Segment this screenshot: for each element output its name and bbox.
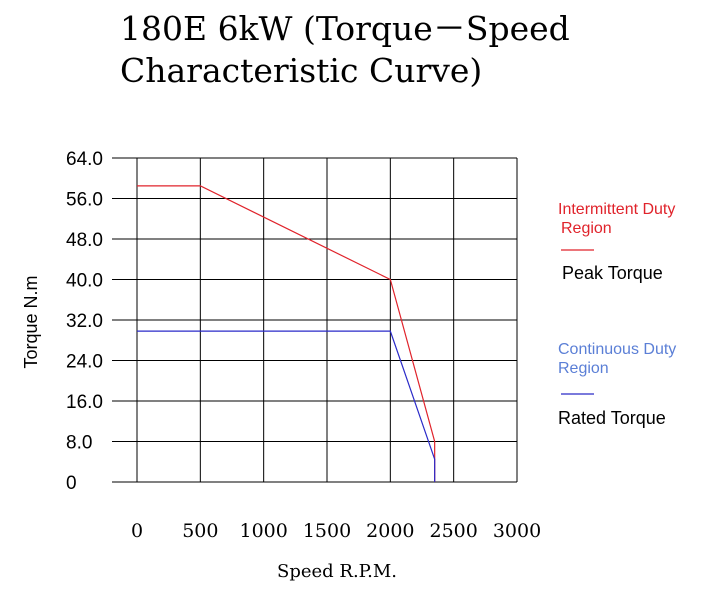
x-tick-label: 0 — [131, 520, 143, 542]
y-tick-label: 8.0 — [66, 433, 92, 454]
x-tick-label: 1500 — [303, 520, 351, 542]
title-line-1: 180E 6kW (Torque－Speed — [120, 9, 570, 48]
y-axis-label: Torque N.m — [21, 275, 41, 368]
rated-torque-line — [137, 330, 436, 482]
legend-region-continuous: Continuous Duty — [558, 341, 676, 358]
legend-region-continuous-line2: Region — [558, 360, 609, 377]
y-tick-label: 16.0 — [66, 392, 103, 413]
peak-torque-line — [137, 185, 436, 482]
legend-region-intermittent: Intermittent Duty — [558, 201, 675, 218]
x-tick-label: 3000 — [493, 520, 541, 542]
chart-title: 180E 6kW (Torque－Speed Characteristic Cu… — [120, 8, 570, 92]
y-tick-label: 48.0 — [66, 230, 103, 251]
y-tick-label: 40.0 — [66, 271, 103, 292]
x-tick-label: 500 — [182, 520, 218, 542]
x-tick-label: 2500 — [429, 520, 477, 542]
legend-region-intermittent-line2: Region — [561, 220, 612, 237]
y-tick-label: 24.0 — [66, 352, 103, 373]
y-tick-label: 64.0 — [66, 149, 103, 170]
y-tick-label: 56.0 — [66, 190, 103, 211]
grid-lines — [112, 157, 518, 483]
title-line-2: Characteristic Curve) — [120, 51, 483, 90]
y-tick-label: 0 — [66, 473, 77, 494]
y-tick-labels: 0 8.0 16.0 24.0 32.0 40.0 48.0 56.0 64.0 — [66, 149, 103, 494]
legend: Intermittent Duty Region Peak Torque Con… — [558, 201, 676, 428]
x-tick-label: 2000 — [366, 520, 414, 542]
y-tick-label: 32.0 — [66, 311, 103, 332]
legend-peak-torque: Peak Torque — [562, 263, 663, 283]
legend-rated-torque: Rated Torque — [558, 408, 666, 428]
x-tick-label: 1000 — [239, 520, 287, 542]
x-tick-labels: 0 500 1000 1500 2000 2500 3000 — [131, 520, 541, 542]
x-axis-label: Speed R.P.M. — [277, 561, 397, 582]
series-lines — [137, 185, 436, 482]
